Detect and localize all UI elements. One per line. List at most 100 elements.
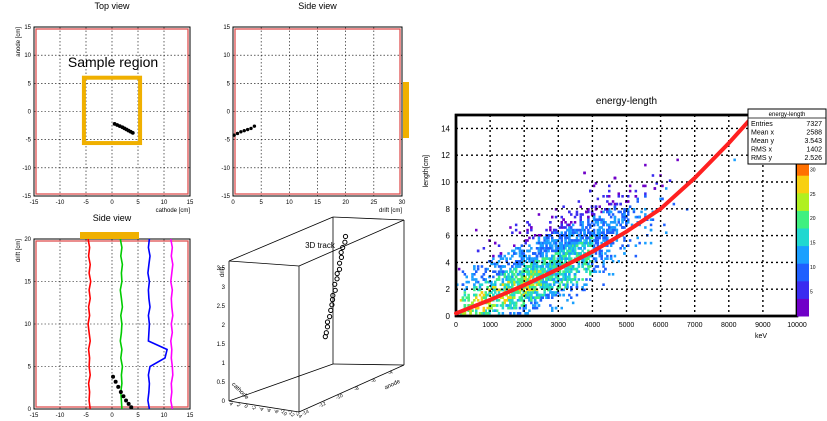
heatmap-bin xyxy=(598,228,601,232)
heatmap-bin xyxy=(568,228,571,232)
heatmap-bin xyxy=(530,265,533,268)
heatmap-bin xyxy=(511,231,514,234)
heatmap-bin xyxy=(528,270,531,273)
heatmap-bin xyxy=(535,257,539,260)
heatmap-bin xyxy=(543,249,546,253)
heatmap-bin xyxy=(596,231,600,234)
heatmap-bin xyxy=(589,236,592,240)
heatmap-bin xyxy=(549,234,552,237)
heatmap-bin xyxy=(608,202,611,206)
colorbar-segment xyxy=(797,201,809,207)
heatmap-bin xyxy=(551,249,554,253)
side-view-1-xtick-label: 15 xyxy=(314,200,321,206)
heatmap-bin xyxy=(554,306,558,310)
heatmap-bin xyxy=(522,252,525,255)
heatmap-bin xyxy=(492,286,495,289)
heatmap-bin xyxy=(566,270,569,273)
heatmap-bin xyxy=(514,260,518,263)
energy-length-ytick-label: 14 xyxy=(441,124,450,133)
heatmap-bin xyxy=(568,210,571,214)
heatmap-bin xyxy=(494,270,497,273)
heatmap-bin xyxy=(608,249,611,253)
heatmap-bin xyxy=(564,236,567,240)
heatmap-bin xyxy=(628,189,632,193)
heatmap-bin xyxy=(609,226,613,229)
heatmap-bin xyxy=(518,283,522,286)
heatmap-bin xyxy=(518,254,522,258)
heatmap-bin xyxy=(520,260,524,263)
side-view-1-track-point xyxy=(245,127,250,132)
heatmap-bin xyxy=(598,249,601,253)
heatmap-bin xyxy=(509,312,512,315)
heatmap-bin xyxy=(507,280,510,284)
heatmap-bin xyxy=(587,231,590,234)
heatmap-bin xyxy=(545,293,548,297)
heatmap-bin xyxy=(558,278,562,281)
heatmap-bin xyxy=(585,270,588,273)
heatmap-bin xyxy=(543,262,546,266)
heatmap-bin xyxy=(611,231,615,234)
heatmap-bin xyxy=(526,228,529,232)
heatmap-bin xyxy=(606,249,609,253)
heatmap-bin xyxy=(537,252,541,255)
track-3d-point xyxy=(324,319,331,325)
heatmap-bin xyxy=(577,260,581,263)
heatmap-bin xyxy=(554,260,558,263)
heatmap-bin xyxy=(514,265,518,268)
heatmap-bin xyxy=(577,239,581,242)
heatmap-bin xyxy=(457,267,461,271)
heatmap-bin xyxy=(528,257,531,260)
heatmap-bin xyxy=(733,158,736,162)
heatmap-bin xyxy=(551,244,554,247)
side-view-1-ytick-label: 5 xyxy=(227,81,231,87)
heatmap-bin xyxy=(579,252,582,255)
heatmap-bin xyxy=(530,275,533,279)
heatmap-bin xyxy=(528,309,531,312)
heatmap-bin xyxy=(585,239,588,242)
heatmap-bin xyxy=(600,257,603,260)
heatmap-bin xyxy=(518,306,522,310)
heatmap-bin xyxy=(511,280,514,284)
heatmap-bin xyxy=(590,241,594,245)
heatmap-bin xyxy=(545,247,548,250)
heatmap-bin xyxy=(513,244,516,247)
heatmap-bin xyxy=(505,278,508,281)
heatmap-bin xyxy=(495,309,499,312)
heatmap-bin xyxy=(575,252,579,255)
heatmap-bin xyxy=(539,293,543,297)
heatmap-bin xyxy=(497,270,501,273)
heatmap-bin xyxy=(549,265,552,268)
heatmap-bin xyxy=(528,265,531,268)
heatmap-bin xyxy=(560,249,563,253)
heatmap-bin xyxy=(484,291,487,294)
heatmap-bin xyxy=(484,312,487,315)
heatmap-bin xyxy=(526,288,529,292)
heatmap-bin xyxy=(568,252,571,255)
heatmap-bin xyxy=(539,273,543,276)
heatmap-bin xyxy=(494,265,497,268)
side-view-1-panel: Side view 0 5 10 15 20 25 30 -15 -10 -5 0 5 10 15 drift… xyxy=(221,1,409,214)
colorbar-segment xyxy=(797,280,809,286)
top-view-xtick-label: 10 xyxy=(161,200,168,206)
heatmap-bin xyxy=(518,288,522,292)
heatmap-bin xyxy=(592,267,596,271)
heatmap-bin xyxy=(490,291,493,294)
heatmap-bin xyxy=(562,257,565,260)
heatmap-bin xyxy=(532,273,535,276)
heatmap-bin xyxy=(541,286,544,289)
heatmap-bin xyxy=(507,306,510,310)
heatmap-bin xyxy=(547,241,550,245)
heatmap-bin xyxy=(604,208,607,211)
stats-row-label: Entries xyxy=(751,121,773,128)
heatmap-bin xyxy=(545,252,548,255)
side-view-2-xtick-label: 15 xyxy=(187,413,194,419)
heatmap-bin xyxy=(556,262,560,266)
heatmap-bin xyxy=(501,288,505,292)
heatmap-bin xyxy=(560,241,563,245)
heatmap-bin xyxy=(579,218,582,221)
heatmap-bin xyxy=(579,221,582,224)
heatmap-bin xyxy=(581,262,584,266)
heatmap-bin xyxy=(463,291,467,294)
heatmap-bin xyxy=(501,301,505,305)
heatmap-bin xyxy=(533,267,537,271)
